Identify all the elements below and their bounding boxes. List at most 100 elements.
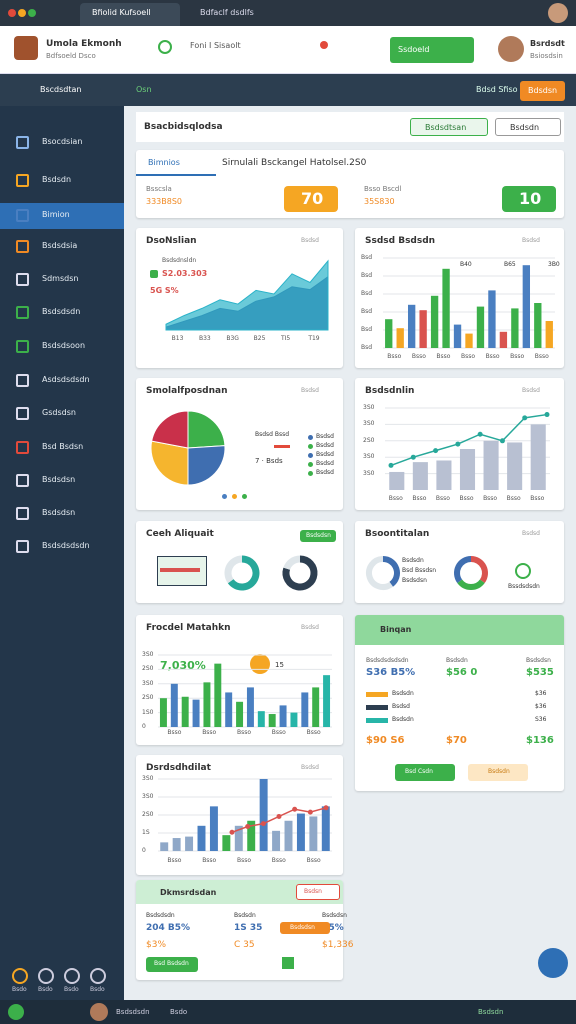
stat-value: 333B8S0	[146, 197, 183, 206]
sidebar-item[interactable]: Bsdsdsdsdn	[42, 541, 90, 550]
sidebar-item[interactable]: Bsdsdsdn	[42, 307, 81, 316]
sidebar-icon	[16, 441, 29, 454]
frocdel-chart	[158, 654, 332, 728]
select[interactable]	[296, 884, 340, 900]
x-label: Bsso	[412, 495, 427, 502]
sidebar-item[interactable]: Bsdsdsia	[42, 241, 78, 250]
bar	[309, 816, 318, 851]
card-menu[interactable]: Bsdsd	[301, 387, 319, 394]
bar	[296, 813, 305, 851]
footer-text: Bsdsdn	[478, 1008, 504, 1016]
page-title: Bsacbidsqlodsa	[144, 122, 223, 132]
bar	[272, 830, 281, 851]
sidebar-item[interactable]: Bsdsdn	[42, 175, 72, 184]
bar	[442, 268, 450, 348]
donut-segment	[454, 556, 472, 583]
pie-bar-label: Bsdsd Bssd	[255, 431, 290, 438]
legend-label: Bsdsd	[316, 460, 334, 467]
card-menu[interactable]: Bsdsd	[522, 530, 540, 537]
bar	[159, 698, 167, 727]
button-label: Bsdsdn	[488, 768, 510, 775]
sidebar-item[interactable]: Bsocdsian	[42, 137, 83, 146]
bar	[507, 442, 523, 490]
card-title: Ceeh Aliquait	[146, 529, 214, 539]
x-label: Bsso	[435, 495, 450, 502]
stat-head: Bsdsdn	[234, 912, 256, 919]
action-button[interactable]	[520, 81, 565, 101]
bar-top-label: 3B0	[548, 261, 560, 268]
sidebar-item[interactable]: Bimion	[42, 210, 70, 219]
stat-label: Bsso Bscdl	[364, 185, 402, 193]
donut-segment	[382, 556, 400, 587]
sidebar-item[interactable]: Asdsdsdsdn	[42, 375, 90, 384]
x-label: T19	[308, 335, 320, 342]
legend-label: Bsdsdnsldn	[162, 257, 197, 264]
bar	[488, 290, 496, 348]
footer-icon	[64, 968, 80, 984]
bar	[222, 835, 231, 851]
row-value: $36	[535, 703, 547, 710]
filter[interactable]	[410, 118, 488, 136]
legend-dot	[308, 462, 313, 467]
card-menu[interactable]: Bsdsd	[522, 387, 540, 394]
stat-value: 1S 35	[234, 923, 263, 933]
search-text: Foni I Sisaolt	[190, 41, 241, 50]
x-label: B13	[171, 335, 184, 342]
sidebar	[0, 106, 124, 1000]
sidebar-item[interactable]: Bsdsdsoon	[42, 341, 86, 350]
line-point	[229, 829, 235, 835]
card-menu[interactable]: Bsdsd	[522, 237, 540, 244]
y-tick-label: 3S0	[142, 651, 154, 658]
row-bar	[366, 718, 388, 723]
bar	[234, 825, 243, 851]
stat-value: S36 B5%	[366, 667, 416, 678]
sidebar-item[interactable]: Gsdsdsn	[42, 408, 76, 417]
fab[interactable]	[538, 948, 568, 978]
header-button[interactable]	[390, 37, 474, 63]
linebar-chart	[385, 407, 550, 490]
browser-tab[interactable]	[80, 3, 180, 26]
donut-segment	[283, 555, 301, 571]
window-dot	[8, 9, 16, 17]
y-tick-label: 3S0	[142, 679, 154, 687]
donut-label: Bsdsdn	[402, 557, 424, 564]
panel-button[interactable]	[468, 764, 528, 781]
legend-dot	[308, 435, 313, 440]
bar	[203, 682, 211, 727]
sidebar-icon	[16, 540, 29, 553]
bar	[321, 806, 330, 851]
row-label: Bsdsdn	[392, 690, 414, 697]
tab-label: Bfiolid Kufsoell	[92, 8, 151, 17]
bar	[172, 838, 181, 851]
sidebar-item[interactable]: Bsdsdsn	[42, 508, 76, 517]
stat-value: S5%	[322, 923, 344, 933]
sidebar-item[interactable]: Bsdsdsn	[42, 475, 76, 484]
x-label: B25	[253, 335, 266, 342]
badge-text: 15	[275, 661, 284, 669]
x-label: Bsso	[202, 857, 217, 864]
card-menu[interactable]: Bsdsd	[301, 624, 319, 631]
window-dot	[18, 9, 26, 17]
dkms-button[interactable]	[146, 957, 198, 972]
legend-bar	[274, 445, 290, 448]
app-sub: Bdfsoeld Dsco	[46, 52, 96, 60]
sidebar-item[interactable]: Sdmsdsn	[42, 274, 79, 283]
summary-title: Sirnulali Bsckangel Hatolsel.2S0	[222, 158, 367, 168]
line-point	[455, 441, 461, 447]
sidebar-item[interactable]: Bsd Bsdsn	[42, 442, 84, 451]
bar	[181, 696, 189, 727]
bar	[545, 321, 553, 348]
bar-top-label: B40	[460, 261, 472, 268]
y-tick-label: 2S0	[142, 811, 154, 818]
action-label: Bdsdsn	[528, 86, 558, 95]
stat-head: Bsdsdsdn	[146, 912, 175, 919]
footer-icon	[12, 968, 28, 984]
card-menu[interactable]: Bsdsd	[301, 237, 319, 244]
panel-button[interactable]	[395, 764, 455, 781]
card-menu[interactable]: Bsdsd	[301, 764, 319, 771]
donut-segment	[282, 555, 318, 591]
card-title: Ssdsd Bsdsdn	[365, 236, 436, 246]
x-label: Bsso	[271, 729, 286, 736]
filter[interactable]	[495, 118, 561, 136]
line-point	[433, 448, 439, 454]
